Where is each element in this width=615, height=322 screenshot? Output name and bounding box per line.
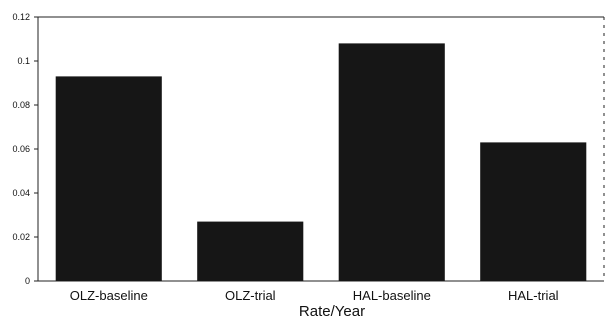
x-tick-label-hal-baseline: HAL-baseline: [353, 288, 431, 303]
y-tick-label: 0.1: [17, 56, 30, 66]
y-tick-label: 0.12: [12, 12, 30, 22]
x-tick-label-hal-trial: HAL-trial: [508, 288, 559, 303]
bar-hal-baseline: [338, 43, 445, 282]
bar-olz-trial: [197, 221, 304, 281]
y-tick-label: 0.06: [12, 144, 30, 154]
x-axis-title: Rate/Year: [299, 303, 365, 320]
y-tick-label: 0.02: [12, 232, 30, 242]
x-axis: OLZ-baseline OLZ-trial HAL-baseline HAL-tri…: [70, 288, 559, 303]
x-tick-label-olz-baseline: OLZ-baseline: [70, 288, 148, 303]
bars-group: [55, 43, 587, 282]
y-axis: 0 0.02 0.04 0.06 0.08 0.1 0.12: [12, 12, 38, 286]
x-tick-label-olz-trial: OLZ-trial: [225, 288, 276, 303]
y-tick-label: 0: [25, 276, 30, 286]
y-tick-label: 0.08: [12, 100, 30, 110]
bar-hal-trial: [480, 142, 587, 281]
bar-olz-baseline: [55, 76, 162, 282]
y-tick-label: 0.04: [12, 188, 30, 198]
